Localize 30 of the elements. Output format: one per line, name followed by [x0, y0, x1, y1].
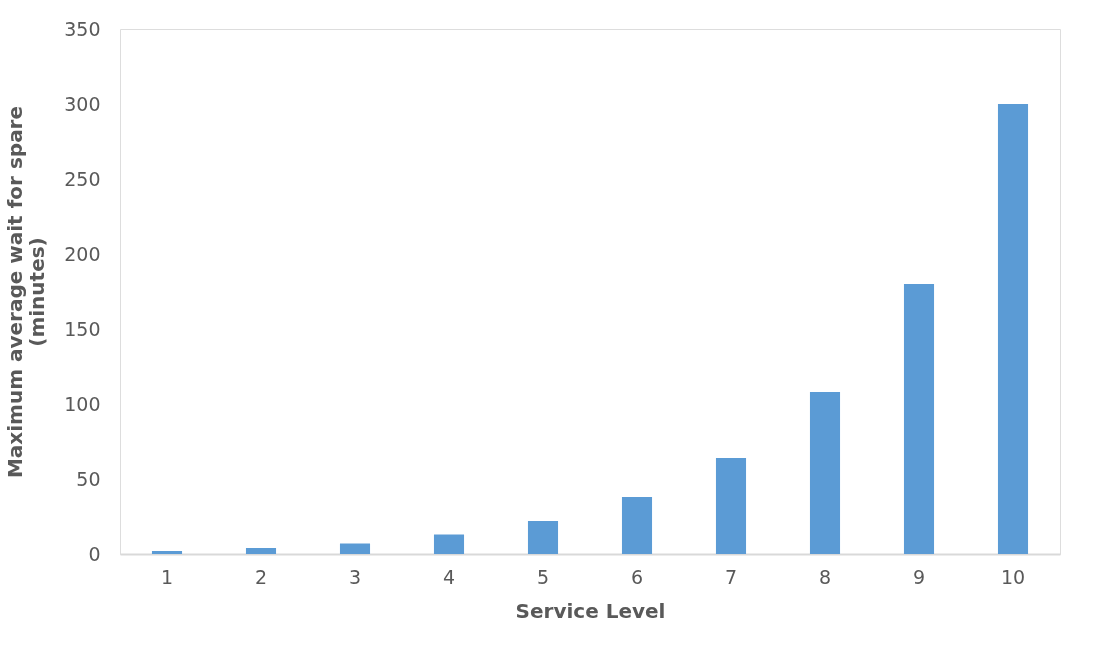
- x-tick-label: 1: [160, 565, 174, 588]
- y-tick-label: 300: [64, 92, 101, 115]
- y-tick-label: 50: [76, 467, 101, 490]
- bar: [339, 543, 371, 554]
- bar: [527, 521, 559, 554]
- bar: [151, 551, 183, 554]
- bar: [433, 534, 465, 554]
- x-tick-label: 9: [912, 565, 926, 588]
- x-tick-label: 5: [536, 565, 550, 588]
- bar: [621, 497, 653, 554]
- y-tick-label: 200: [64, 242, 101, 265]
- x-tick-label: 2: [254, 565, 268, 588]
- x-tick-label: 6: [630, 565, 644, 588]
- bar: [997, 104, 1029, 554]
- y-tick-label: 150: [64, 317, 101, 340]
- y-tick-label: 100: [64, 392, 101, 415]
- bar: [245, 548, 277, 554]
- x-tick-label: 7: [724, 565, 738, 588]
- x-tick-label: 4: [442, 565, 456, 588]
- bar: [903, 284, 935, 554]
- y-tick-label: 0: [88, 542, 101, 565]
- x-tick-label: 10: [1000, 565, 1026, 588]
- x-tick-label: 8: [818, 565, 832, 588]
- bar: [809, 392, 841, 554]
- y-tick-label: 250: [64, 167, 101, 190]
- x-axis-title: Service Level: [515, 598, 666, 623]
- y-axis-title: Maximum average wait for spare (minutes): [3, 105, 50, 479]
- bar: [715, 458, 747, 554]
- y-tick-label: 350: [64, 17, 101, 40]
- x-tick-label: 3: [348, 565, 362, 588]
